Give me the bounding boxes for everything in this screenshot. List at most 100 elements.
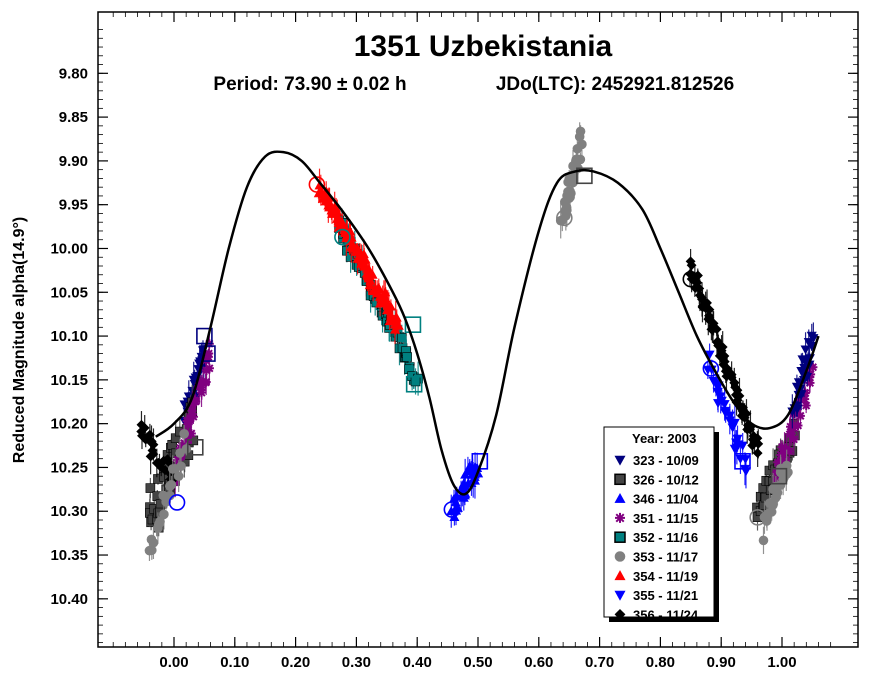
- data-point: [176, 461, 186, 472]
- data-point: [173, 471, 184, 481]
- data-point: [734, 390, 745, 401]
- data-point: [800, 345, 811, 355]
- data-point: [808, 334, 819, 344]
- highlight-point: [334, 228, 351, 246]
- y-tick-label: 10.00: [50, 240, 88, 257]
- data-point: [729, 418, 740, 428]
- data-point: [181, 444, 192, 454]
- data-point: [575, 154, 586, 165]
- y-tick-label: 9.95: [59, 197, 88, 214]
- highlight-point: [734, 453, 751, 470]
- data-point: [803, 338, 814, 348]
- data-point: [789, 423, 799, 433]
- legend: Year: 2003 323 - 10/09 326 - 10/12 346 - 1…: [603, 426, 719, 622]
- x-axis: 0.00 0.10 0.20 0.30 0.40 0.50 0.60 0.70 0.80 0.90…: [112, 12, 832, 671]
- data-point: [758, 535, 769, 546]
- data-point: [148, 439, 159, 450]
- data-point: [145, 483, 156, 493]
- chart-title: 1351 Uzbekistania: [354, 30, 613, 63]
- data-point: [139, 422, 150, 433]
- x-tick-label: 0.20: [281, 654, 310, 671]
- highlight-point: [168, 494, 186, 511]
- legend-label: 354 - 11/19: [633, 569, 698, 584]
- x-tick-label: 0.90: [707, 654, 736, 671]
- legend-marker: [614, 608, 626, 620]
- data-point: [148, 537, 159, 548]
- plot-frame: [97, 11, 859, 648]
- legend-label: 353 - 11/17: [633, 550, 698, 565]
- data-point: [410, 376, 421, 387]
- data-point: [393, 320, 404, 330]
- legend-label: 346 - 11/04: [633, 492, 699, 507]
- y-axis: 9.80 9.85 9.90 9.95 10.00 10.05 10.10 10.15 10.2…: [50, 29, 858, 644]
- x-tick-label: 0.40: [403, 654, 432, 671]
- y-tick-label: 10.15: [50, 372, 88, 389]
- legend-label: 326 - 10/12: [633, 472, 699, 487]
- legend-marker: [614, 570, 626, 581]
- data-point: [793, 420, 803, 430]
- data-point: [753, 438, 764, 449]
- y-tick-label: 10.20: [50, 416, 88, 433]
- x-tick-label: 0.70: [585, 654, 614, 671]
- data-point: [188, 412, 198, 422]
- data-point: [575, 126, 586, 137]
- data-point: [566, 188, 576, 199]
- data-point: [204, 363, 214, 373]
- data-point: [166, 480, 177, 490]
- highlight-point: [749, 509, 766, 526]
- period-label: Period: 73.90 ± 0.02 h: [213, 74, 406, 95]
- x-tick-label: 0.30: [342, 654, 371, 671]
- data-point: [179, 429, 189, 439]
- y-tick-label: 10.05: [50, 284, 88, 301]
- data-point: [801, 401, 811, 411]
- legend-marker: [615, 512, 625, 523]
- x-tick-label: 0.50: [463, 654, 492, 671]
- data-point: [740, 455, 751, 465]
- y-tick-label: 9.90: [59, 153, 88, 170]
- legend-marker: [614, 455, 626, 466]
- data-point: [782, 444, 792, 454]
- highlight-point: [556, 209, 573, 227]
- legend-label: 352 - 11/16: [633, 530, 698, 545]
- legend-label: 355 - 11/21: [633, 588, 698, 603]
- legend-items: 323 - 10/09 326 - 10/12 346 - 11/04 351 - 1…: [614, 453, 699, 622]
- data-point: [183, 419, 193, 429]
- legend-marker: [614, 590, 626, 601]
- data-point: [204, 349, 214, 359]
- y-tick-label: 10.25: [50, 459, 88, 476]
- y-tick-label: 10.10: [50, 328, 88, 345]
- data-point: [729, 378, 740, 388]
- y-tick-label: 9.85: [59, 109, 88, 126]
- legend-marker: [614, 492, 626, 503]
- legend-title: Year: 2003: [632, 431, 696, 446]
- y-tick-label: 10.40: [50, 591, 88, 608]
- data-point: [808, 362, 818, 372]
- data-point: [191, 396, 201, 406]
- data-point: [731, 443, 742, 453]
- legend-label: 356 - 11/24: [633, 607, 699, 622]
- highlight-point: [199, 345, 216, 362]
- epoch-label: JDo(LTC): 2452921.812526: [496, 74, 734, 95]
- data-point: [367, 269, 378, 279]
- x-tick-label: 0.00: [159, 654, 188, 671]
- highlight-point: [196, 327, 213, 345]
- legend-marker: [614, 551, 626, 562]
- x-tick-label: 0.10: [220, 654, 249, 671]
- fit-curve: [155, 150, 820, 496]
- data-points: [136, 122, 819, 561]
- data-point: [715, 392, 726, 402]
- legend-label: 351 - 11/15: [633, 511, 698, 526]
- data-point: [780, 455, 790, 465]
- data-point: [752, 448, 763, 459]
- data-point: [795, 411, 805, 421]
- highlight-point: [404, 316, 422, 333]
- y-axis-title: Reduced Magnitude alpha(14.9°): [11, 217, 28, 463]
- y-tick-label: 9.80: [59, 65, 88, 82]
- legend-label: 323 - 10/09: [633, 453, 699, 468]
- highlight-point: [186, 439, 204, 456]
- x-tick-label: 1.00: [767, 654, 796, 671]
- highlight-point: [770, 467, 788, 485]
- x-tick-label: 0.80: [646, 654, 675, 671]
- data-point: [785, 429, 795, 439]
